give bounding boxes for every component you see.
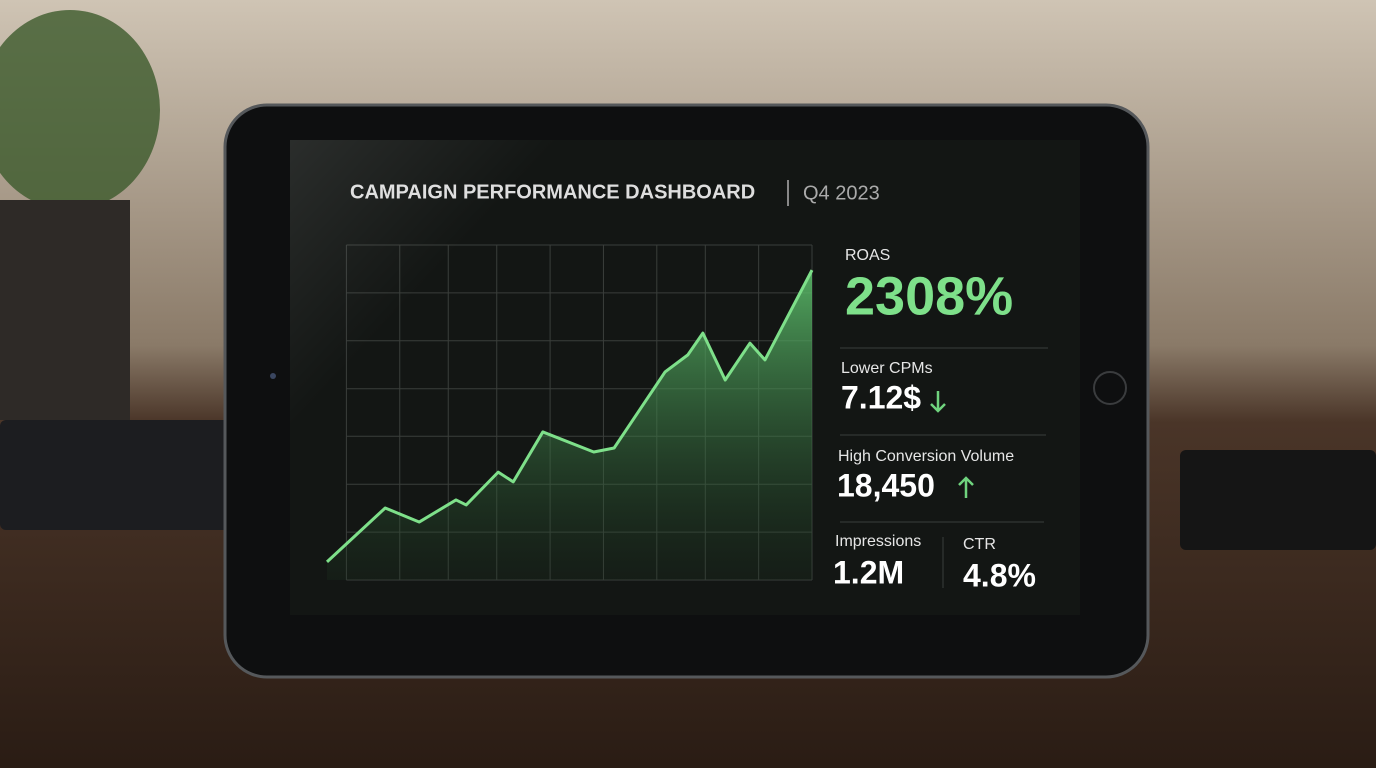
metric-value: 18,450 bbox=[837, 467, 935, 503]
metric-value: 2308% bbox=[845, 266, 1013, 326]
metric-label: High Conversion Volume bbox=[838, 448, 1014, 465]
up-arrow bbox=[958, 476, 974, 498]
metric-label: CTR bbox=[963, 536, 996, 553]
line bbox=[325, 269, 814, 564]
area-fill bbox=[327, 270, 812, 580]
metric-value: 7.12$ bbox=[841, 379, 921, 415]
glare bbox=[290, 140, 560, 430]
home-button[interactable] bbox=[1093, 371, 1127, 405]
keyboard bbox=[0, 420, 240, 530]
pot bbox=[0, 200, 130, 420]
notebook bbox=[1180, 450, 1376, 550]
metric-label: Impressions bbox=[835, 533, 921, 550]
metric-value: 1.2M bbox=[833, 554, 904, 590]
metric-label: ROAS bbox=[845, 247, 890, 264]
camera bbox=[270, 373, 276, 379]
metric-value: 4.8% bbox=[963, 557, 1036, 593]
metric-label: Lower CPMs bbox=[841, 360, 933, 377]
plant bbox=[0, 10, 160, 210]
down-arrow bbox=[930, 391, 946, 413]
period: Q4 2023 bbox=[803, 182, 880, 204]
